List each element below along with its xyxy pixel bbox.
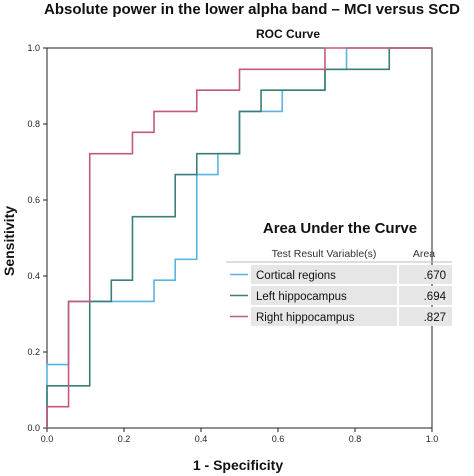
chart-subtitle: ROC Curve <box>256 27 320 41</box>
x-axis-ticks: 0.0 0.2 0.4 0.6 0.8 1.0 <box>41 428 439 444</box>
x-tick-label: 0.8 <box>349 434 362 444</box>
auc-variable-cell-bg <box>251 265 397 284</box>
x-tick-label: 0.4 <box>195 434 208 444</box>
auc-row: Left hippocampus .694 <box>230 286 452 305</box>
auc-area-cell-bg <box>399 265 452 284</box>
roc-curve-left-hippocampus <box>46 47 432 428</box>
auc-area-value: .670 <box>424 270 446 282</box>
y-tick-label: 0.0 <box>27 423 40 433</box>
auc-variable-name: Left hippocampus <box>256 291 347 303</box>
auc-variable-cell-bg <box>251 286 397 305</box>
y-tick-label: 0.2 <box>27 347 40 357</box>
x-tick-label: 0.2 <box>118 434 131 444</box>
plot-border <box>46 47 433 429</box>
auc-row: Right hippocampus .827 <box>230 307 452 326</box>
auc-row: Cortical regions .670 <box>230 265 452 284</box>
x-tick-label: 0.0 <box>41 434 54 444</box>
auc-header-variable: Test Result Variable(s) <box>272 248 377 260</box>
auc-area-cell-bg <box>399 307 452 326</box>
auc-variable-name: Right hippocampus <box>256 312 355 324</box>
auc-area-value: .827 <box>424 312 446 324</box>
auc-rows: Cortical regions .670 Left hippocampus .694… <box>230 265 452 326</box>
x-tick-label: 1.0 <box>426 434 439 444</box>
y-tick-label: 0.8 <box>27 119 40 129</box>
y-tick-label: 1.0 <box>27 43 40 53</box>
plot-frame <box>46 47 433 429</box>
roc-curve-cortical-regions <box>46 47 432 428</box>
y-axis-label: Sensitivity <box>1 206 17 276</box>
auc-area-value: .694 <box>424 291 447 303</box>
chart-title: Absolute power in the lower alpha band –… <box>44 1 460 18</box>
roc-curve-right-hippocampus <box>46 47 432 428</box>
y-tick-label: 0.6 <box>27 195 40 205</box>
auc-header-area: Area <box>413 248 435 260</box>
auc-variable-cell-bg <box>251 307 397 326</box>
y-axis-ticks: 0.0 0.2 0.4 0.6 0.8 1.0 <box>27 43 47 433</box>
x-tick-label: 0.6 <box>272 434 285 444</box>
x-axis-label: 1 - Specificity <box>193 457 283 473</box>
y-tick-label: 0.4 <box>27 271 40 281</box>
auc-area-cell-bg <box>399 286 452 305</box>
auc-legend-table: Area Under the Curve Test Result Variabl… <box>226 220 452 326</box>
auc-table-title: Area Under the Curve <box>263 220 417 237</box>
roc-curves <box>46 47 432 428</box>
auc-variable-name: Cortical regions <box>256 270 336 282</box>
